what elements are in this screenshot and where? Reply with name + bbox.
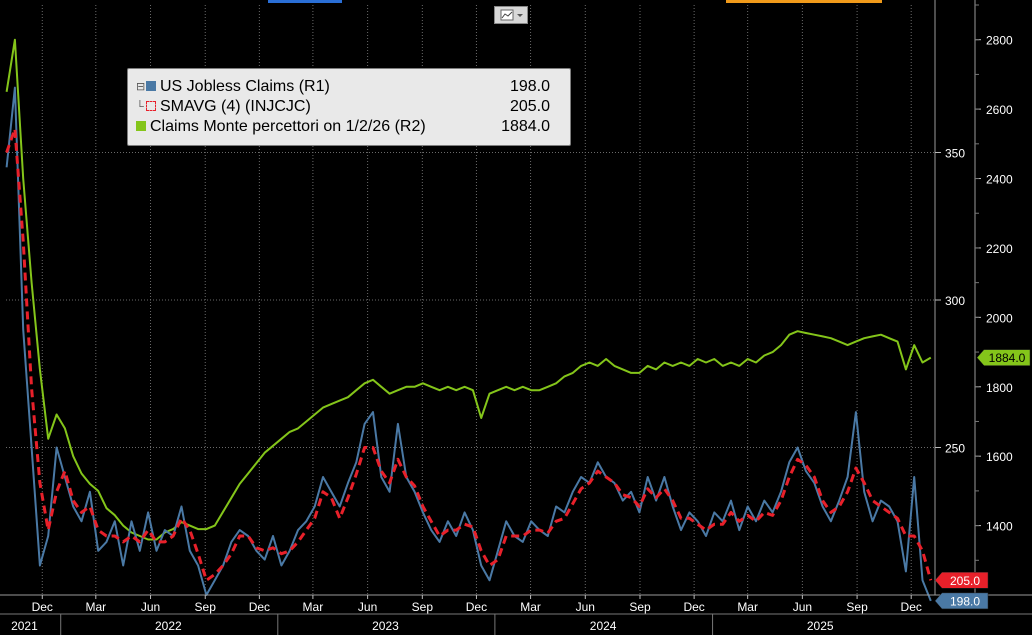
tick-label-month: Sep <box>629 600 651 614</box>
legend-entry-smavg[interactable]: └ SMAVG (4) (INJCJC) 205.0 <box>136 97 562 117</box>
tick-label-left: 250 <box>945 442 965 456</box>
tick-label-month: Mar <box>85 600 106 614</box>
tick-label-month: Mar <box>303 600 324 614</box>
legend-value: 1884.0 <box>501 118 550 135</box>
tick-label-month: Jun <box>793 600 812 614</box>
tick-label-month: Mar <box>520 600 541 614</box>
series-line-2 <box>5 38 932 541</box>
tick-label-month: Dec <box>249 600 270 614</box>
last-value-tag-shape <box>934 592 989 610</box>
tree-collapse-icon: ⊟ <box>136 81 146 93</box>
tick-label-left: 300 <box>945 294 965 308</box>
tick-label-year: 2025 <box>807 619 834 633</box>
chevron-down-icon <box>517 14 523 17</box>
tick-label-month: Jun <box>358 600 377 614</box>
legend-label: SMAVG (4) (INJCJC) <box>160 98 311 115</box>
legend-swatch-blue <box>146 81 156 91</box>
tick-label-month: Dec <box>901 600 922 614</box>
tick-label-month: Dec <box>32 600 53 614</box>
tick-label-year: 2023 <box>372 619 399 633</box>
tick-label-right: 2400 <box>986 173 1013 187</box>
series-line-1 <box>5 127 933 582</box>
tick-label-right: 2200 <box>986 242 1013 256</box>
legend-swatch-red-dashed <box>146 101 156 111</box>
last-value-tag-text: 198.0 <box>950 594 980 608</box>
chart-legend: ⊟ US Jobless Claims (R1) 198.0 └ SMAVG (4)… <box>127 68 571 146</box>
tick-label-right: 2800 <box>986 34 1013 48</box>
tick-label-right: 1400 <box>986 520 1013 534</box>
last-value-tag-0: 198.0 <box>934 592 989 610</box>
tick-label-year: 2021 <box>11 619 38 633</box>
tick-label-right: 1800 <box>986 381 1013 395</box>
legend-value: 205.0 <box>509 98 550 115</box>
legend-value: 198.0 <box>509 78 550 95</box>
legend-entry-jobless-claims[interactable]: ⊟ US Jobless Claims (R1) 198.0 <box>136 77 562 97</box>
tree-branch-icon: └ <box>136 101 144 113</box>
top-toolbar-strip-orange <box>726 0 882 3</box>
line-chart-icon <box>500 9 523 21</box>
tick-label-month: Jun <box>141 600 160 614</box>
top-toolbar-strip-blue <box>268 0 342 3</box>
legend-swatch-green <box>136 121 146 131</box>
tick-label-month: Sep <box>846 600 868 614</box>
tick-label-year: 2024 <box>590 619 617 633</box>
tick-label-right: 2600 <box>986 103 1013 117</box>
tick-label-left: 350 <box>945 147 965 161</box>
last-value-tag-1: 205.0 <box>934 572 989 589</box>
tick-label-month: Sep <box>195 600 217 614</box>
tick-label-month: Dec <box>683 600 704 614</box>
tick-label-month: Jun <box>576 600 595 614</box>
last-value-tag-shape <box>934 572 989 589</box>
legend-label: Claims Monte percettori on 1/2/26 (R2) <box>150 118 426 135</box>
series-line-0 <box>5 86 932 602</box>
tick-label-right: 2000 <box>986 311 1013 325</box>
tick-label-month: Mar <box>737 600 758 614</box>
chart-type-menu-button[interactable] <box>494 6 528 24</box>
last-value-tag-2: 1884.0 <box>976 349 1031 366</box>
last-value-tag-text: 1884.0 <box>989 351 1026 365</box>
tick-label-month: Sep <box>412 600 434 614</box>
last-value-tag-text: 205.0 <box>950 574 980 588</box>
tick-label-month: Dec <box>466 600 487 614</box>
tick-label-year: 2022 <box>155 619 182 633</box>
legend-label: US Jobless Claims (R1) <box>160 78 330 95</box>
tick-label-right: 1600 <box>986 450 1013 464</box>
last-value-tag-shape <box>976 349 1031 366</box>
legend-entry-continuing-claims[interactable]: Claims Monte percettori on 1/2/26 (R2) 1… <box>136 117 562 137</box>
